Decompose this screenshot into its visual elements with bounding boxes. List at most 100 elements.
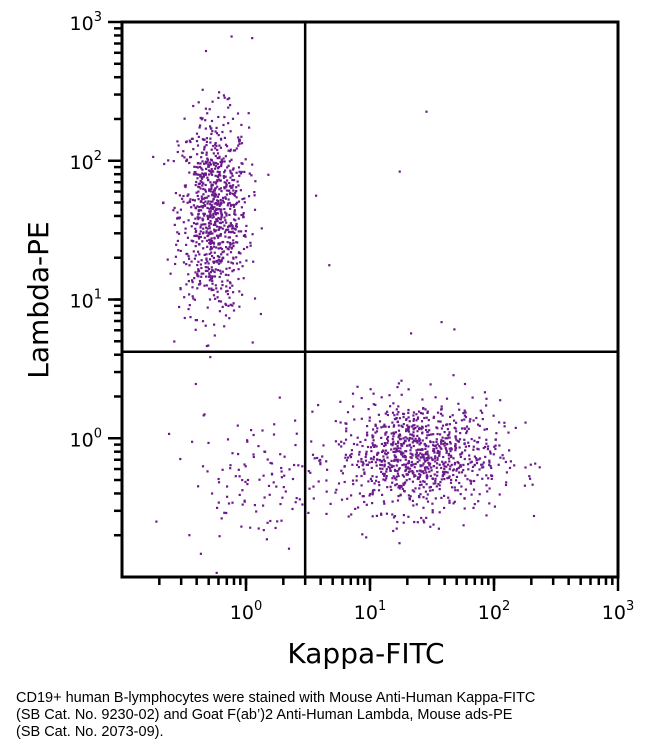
data-point bbox=[212, 161, 215, 164]
data-point bbox=[435, 466, 438, 469]
data-point bbox=[251, 341, 254, 344]
data-point bbox=[219, 198, 222, 202]
data-point bbox=[504, 483, 508, 487]
data-point bbox=[453, 328, 456, 331]
data-point bbox=[197, 268, 200, 271]
data-point bbox=[467, 463, 470, 466]
data-point bbox=[400, 424, 403, 427]
data-point bbox=[463, 409, 466, 412]
data-point bbox=[470, 480, 473, 483]
data-point bbox=[233, 194, 236, 197]
data-point bbox=[471, 396, 474, 399]
data-point bbox=[355, 475, 358, 478]
data-point bbox=[393, 414, 396, 417]
data-point bbox=[194, 271, 197, 274]
data-point bbox=[212, 212, 215, 215]
data-point bbox=[409, 495, 412, 498]
data-point bbox=[184, 185, 187, 189]
data-point bbox=[218, 275, 221, 279]
data-point bbox=[538, 466, 541, 469]
data-point bbox=[204, 269, 207, 272]
data-point bbox=[204, 188, 207, 191]
data-point bbox=[454, 435, 457, 438]
data-point bbox=[464, 445, 467, 448]
data-point bbox=[463, 497, 466, 500]
data-point bbox=[482, 461, 485, 464]
data-point bbox=[223, 160, 226, 163]
data-point bbox=[204, 190, 207, 193]
data-point bbox=[220, 259, 223, 263]
data-point bbox=[206, 218, 210, 221]
data-point bbox=[227, 260, 230, 263]
data-point bbox=[433, 451, 436, 454]
data-point bbox=[482, 466, 485, 469]
data-point bbox=[213, 163, 216, 166]
data-point bbox=[377, 481, 380, 484]
data-point bbox=[218, 155, 221, 158]
data-point bbox=[182, 200, 185, 203]
data-point bbox=[440, 439, 443, 442]
data-point bbox=[218, 226, 221, 229]
data-point bbox=[493, 505, 496, 508]
data-point bbox=[209, 246, 213, 249]
data-point bbox=[468, 420, 471, 423]
data-point bbox=[244, 235, 247, 238]
data-point bbox=[218, 157, 221, 160]
data-point bbox=[371, 489, 375, 492]
data-point bbox=[214, 142, 217, 145]
data-point bbox=[216, 157, 219, 160]
data-point bbox=[392, 450, 395, 453]
data-point bbox=[359, 440, 362, 444]
data-point bbox=[210, 275, 213, 278]
data-point bbox=[188, 534, 191, 537]
data-point bbox=[204, 266, 207, 269]
data-point bbox=[368, 416, 371, 419]
data-point bbox=[415, 449, 418, 452]
data-point bbox=[248, 172, 251, 175]
data-point bbox=[464, 427, 467, 430]
data-point bbox=[412, 471, 415, 474]
data-point bbox=[200, 151, 203, 154]
data-point bbox=[397, 382, 400, 385]
data-point bbox=[487, 445, 490, 448]
data-point bbox=[209, 141, 212, 144]
data-point bbox=[228, 317, 231, 320]
data-point bbox=[529, 477, 532, 480]
data-point bbox=[216, 170, 219, 173]
data-point bbox=[190, 260, 193, 263]
data-point bbox=[215, 144, 218, 147]
data-point bbox=[240, 135, 243, 138]
data-point bbox=[301, 465, 304, 468]
data-point bbox=[223, 181, 226, 184]
data-point bbox=[247, 112, 250, 115]
data-point bbox=[392, 435, 395, 438]
data-point bbox=[215, 202, 218, 205]
data-point bbox=[402, 514, 405, 517]
data-point bbox=[208, 189, 211, 192]
data-point bbox=[454, 444, 457, 447]
points-layer bbox=[152, 35, 541, 574]
data-point bbox=[464, 488, 467, 491]
data-point bbox=[200, 195, 203, 198]
data-point bbox=[503, 425, 506, 428]
data-point bbox=[205, 284, 208, 287]
data-point bbox=[433, 473, 436, 476]
data-point bbox=[344, 422, 347, 425]
data-point bbox=[276, 520, 279, 523]
data-point bbox=[391, 500, 394, 503]
data-point bbox=[222, 256, 225, 259]
data-point bbox=[416, 441, 419, 444]
data-point bbox=[337, 443, 340, 446]
data-point bbox=[178, 305, 181, 309]
data-point bbox=[411, 499, 414, 502]
data-point bbox=[209, 232, 212, 235]
data-point bbox=[437, 420, 440, 423]
data-point bbox=[412, 424, 415, 427]
data-point bbox=[187, 193, 190, 196]
data-point bbox=[228, 296, 231, 299]
data-point bbox=[414, 440, 417, 443]
data-point bbox=[425, 474, 428, 477]
data-point bbox=[407, 439, 411, 442]
data-point bbox=[419, 493, 422, 496]
data-point bbox=[237, 136, 240, 139]
